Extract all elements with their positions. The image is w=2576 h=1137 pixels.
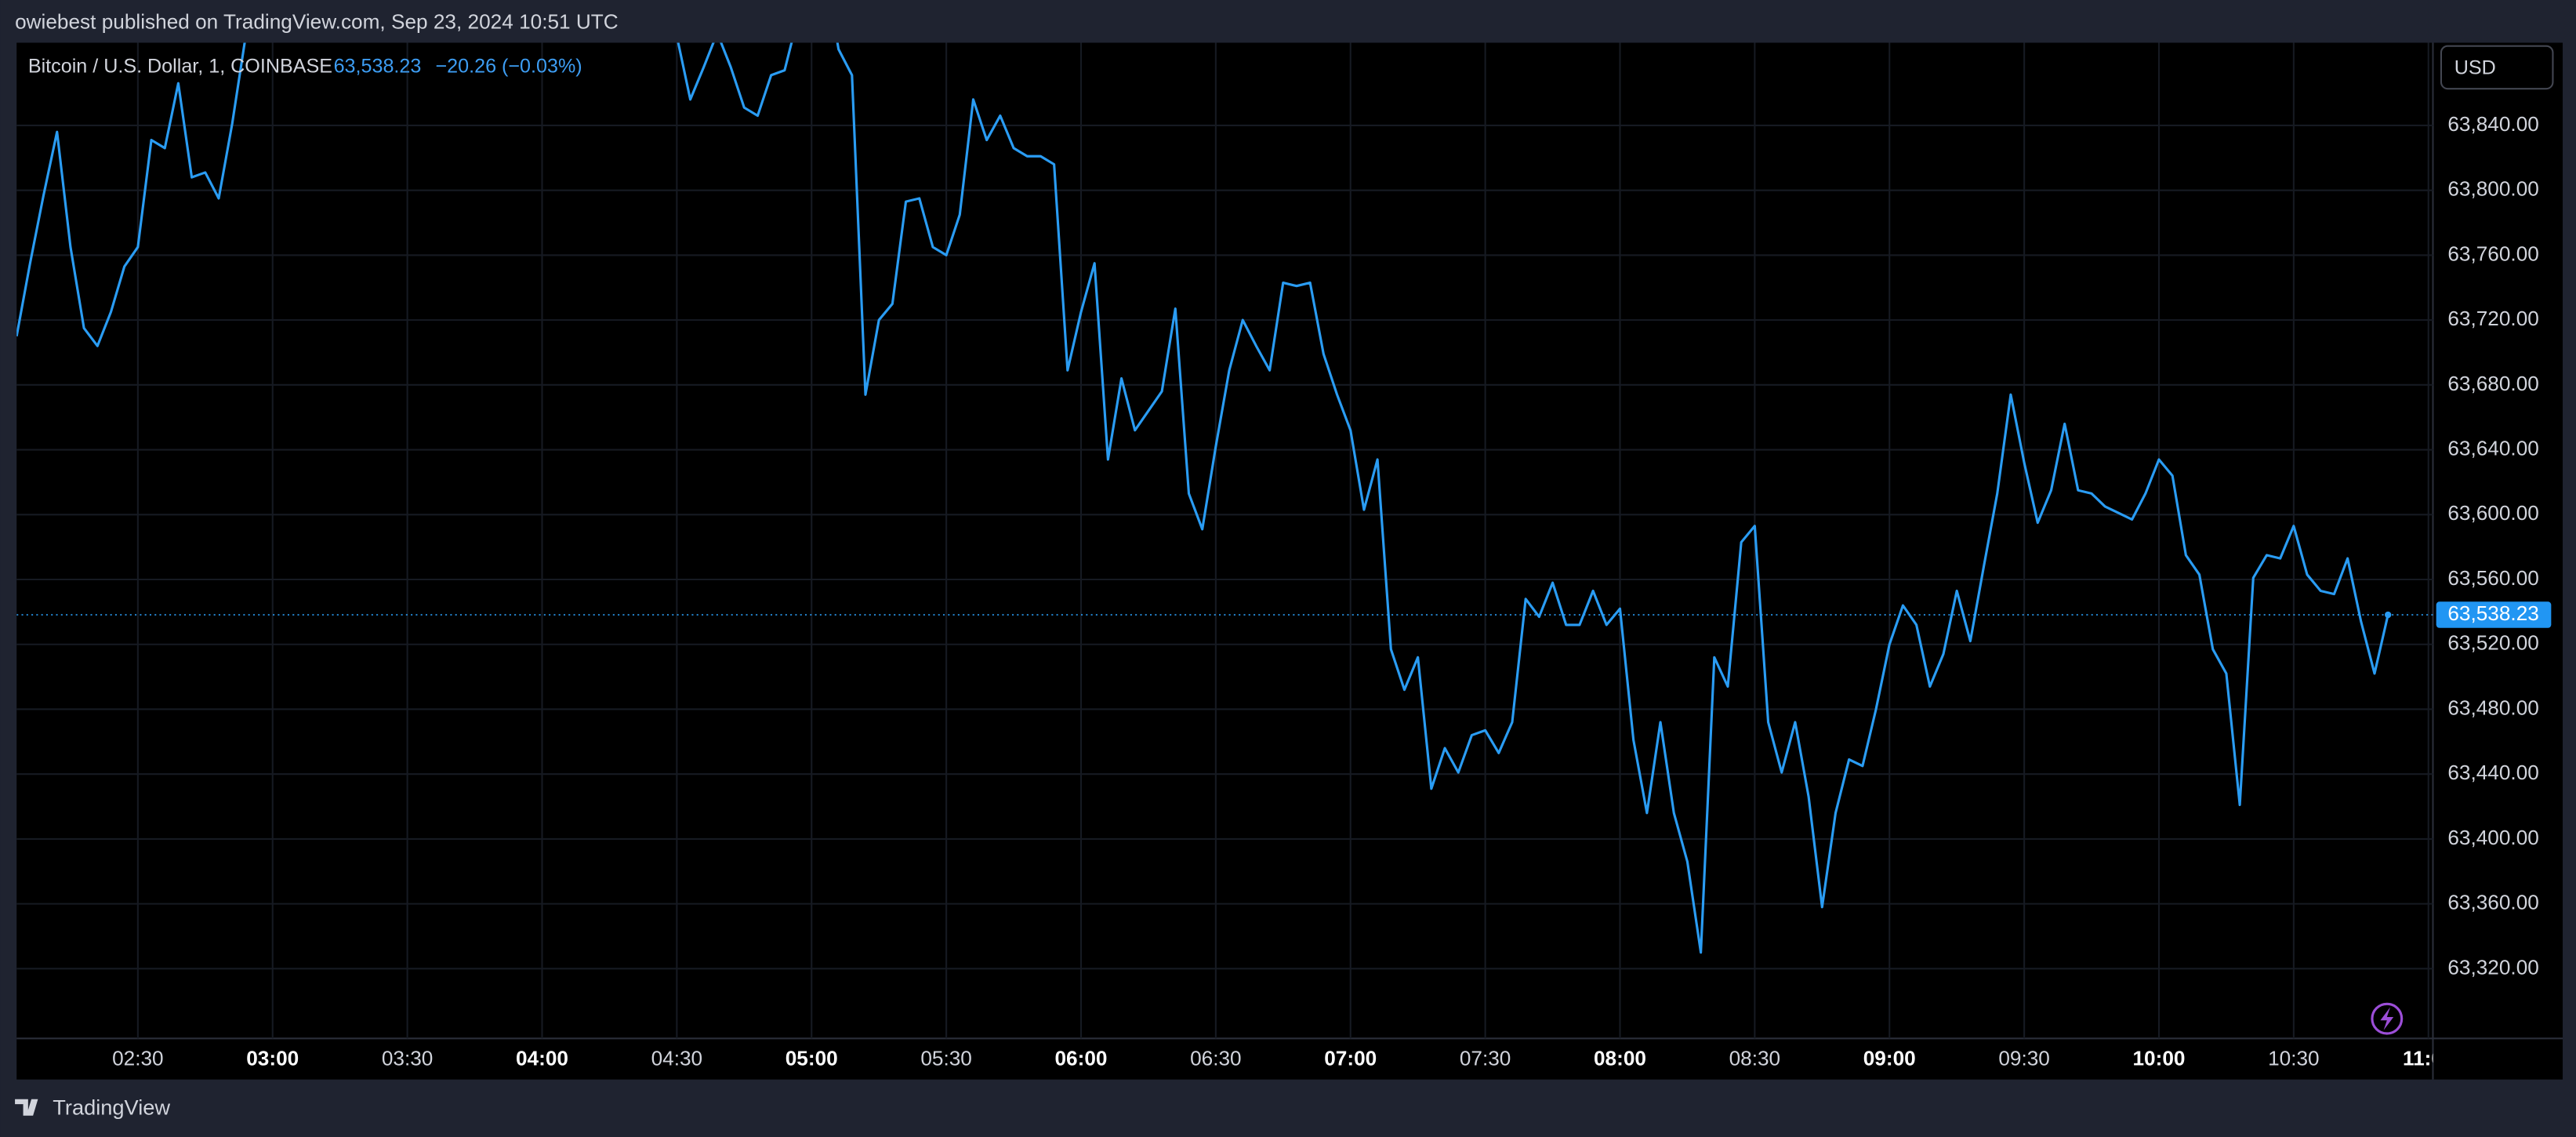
y-tick-label: 63,400.00 <box>2447 826 2539 849</box>
header-change: −20.26 (−0.03%) <box>436 56 582 78</box>
plot <box>16 42 2433 954</box>
last-price-box <box>2436 601 2552 628</box>
chart-panel <box>16 42 2563 1080</box>
y-tick-label: 63,320.00 <box>2447 955 2539 979</box>
x-tick-label: 08:30 <box>1729 1046 1781 1070</box>
x-tick-label: 02:30 <box>112 1046 164 1070</box>
currency[interactable]: USD <box>2454 57 2496 79</box>
x-tick-label: 11:00 <box>2403 1046 2454 1070</box>
x-tick-label: 09:30 <box>1998 1046 2050 1070</box>
brand: TradingView <box>53 1095 170 1120</box>
x-tick-label: 06:00 <box>1055 1046 1108 1070</box>
grid <box>16 42 2433 1039</box>
published-note: owiebest published on TradingView.com, S… <box>15 9 619 33</box>
y-tick-label: 63,440.00 <box>2447 761 2539 784</box>
brand-logo <box>15 1099 38 1116</box>
y-tick-label: 63,360.00 <box>2447 891 2539 914</box>
x-tick-label: 08:00 <box>1594 1046 1646 1070</box>
x-tick-label: 03:30 <box>382 1046 434 1070</box>
y-tick-label: 63,560.00 <box>2447 566 2539 590</box>
y-tick-label: 63,600.00 <box>2447 501 2539 525</box>
chart-title: Bitcoin / U.S. Dollar, 1, COINBASE <box>28 56 332 78</box>
y-axis: 63,320.00 63,360.00 63,400.00 63,440.00 63,4… <box>2436 112 2552 979</box>
y-tick-label: 63,520.00 <box>2447 631 2539 655</box>
x-tick-label: 05:00 <box>785 1046 838 1070</box>
y-tick-label: 63,800.00 <box>2447 177 2539 201</box>
x-tick-label: 09:00 <box>1863 1046 1916 1070</box>
header-price: 63,538.23 <box>334 56 422 78</box>
x-tick-label: 06:30 <box>1190 1046 1242 1070</box>
lightning-bolt <box>2380 1007 2394 1030</box>
lightning-icon[interactable] <box>2371 1002 2404 1035</box>
x-tick-label: 10:30 <box>2268 1046 2320 1070</box>
x-tick-label: 04:00 <box>516 1046 568 1070</box>
x-tick-label: 10:00 <box>2133 1046 2186 1070</box>
y-tick-label: 63,640.00 <box>2447 436 2539 460</box>
x-tick-label: 07:30 <box>1460 1046 1511 1070</box>
x-tick-label: 05:30 <box>920 1046 972 1070</box>
last-point <box>2384 611 2392 619</box>
y-tick-label: 63,840.00 <box>2447 112 2539 136</box>
price-line <box>16 42 2389 954</box>
x-tick-label: 04:30 <box>651 1046 703 1070</box>
x-axis: 02:30 03:00 03:30 04:00 04:30 05:00 05:30 06:00… <box>112 1046 2454 1070</box>
x-tick-label: 07:00 <box>1324 1046 1377 1070</box>
last-price-label: 63,538.23 <box>2447 601 2539 625</box>
y-tick-label: 63,480.00 <box>2447 696 2539 719</box>
x-tick-label: 03:00 <box>246 1046 299 1070</box>
y-tick-label: 63,760.00 <box>2447 242 2539 265</box>
y-tick-label: 63,680.00 <box>2447 372 2539 395</box>
currency-box[interactable] <box>2440 45 2554 90</box>
y-tick-label: 63,720.00 <box>2447 307 2539 330</box>
